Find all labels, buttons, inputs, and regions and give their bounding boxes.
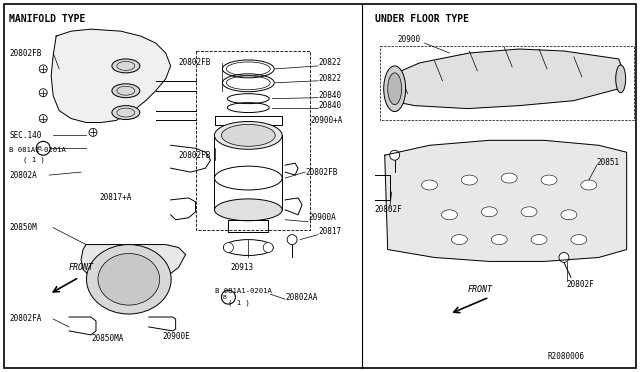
Text: ( 1 ): ( 1 ) <box>228 300 250 307</box>
Text: SEC.140: SEC.140 <box>10 131 42 140</box>
Text: FRONT: FRONT <box>467 285 492 294</box>
Ellipse shape <box>98 253 160 305</box>
Text: 20802FB: 20802FB <box>179 58 211 67</box>
Circle shape <box>39 65 47 73</box>
Polygon shape <box>388 49 623 109</box>
Ellipse shape <box>616 65 626 93</box>
Polygon shape <box>81 244 186 289</box>
Text: 20850M: 20850M <box>10 223 37 232</box>
Text: 20802A: 20802A <box>10 171 37 180</box>
Ellipse shape <box>221 125 275 146</box>
Ellipse shape <box>112 84 140 98</box>
Text: UNDER FLOOR TYPE: UNDER FLOOR TYPE <box>375 14 468 24</box>
Ellipse shape <box>461 175 477 185</box>
Text: ( 1 ): ( 1 ) <box>23 157 45 163</box>
Circle shape <box>39 89 47 97</box>
Circle shape <box>89 128 97 137</box>
Circle shape <box>263 243 273 253</box>
Ellipse shape <box>422 180 438 190</box>
Ellipse shape <box>531 235 547 244</box>
Text: 20802FB: 20802FB <box>179 151 211 160</box>
Ellipse shape <box>451 235 467 244</box>
Text: 20900+A: 20900+A <box>310 116 342 125</box>
Text: 20822: 20822 <box>318 74 341 83</box>
Text: 20822: 20822 <box>318 58 341 67</box>
Ellipse shape <box>384 66 406 112</box>
Text: 20802AA: 20802AA <box>285 293 317 302</box>
Text: 20900: 20900 <box>397 35 420 44</box>
Ellipse shape <box>112 106 140 119</box>
Ellipse shape <box>214 122 282 149</box>
Polygon shape <box>385 140 627 262</box>
Text: 20840: 20840 <box>318 101 341 110</box>
Circle shape <box>39 115 47 122</box>
Text: 20802FA: 20802FA <box>10 314 42 324</box>
Polygon shape <box>51 29 171 122</box>
Ellipse shape <box>492 235 507 244</box>
Ellipse shape <box>481 207 497 217</box>
Ellipse shape <box>214 199 282 221</box>
Ellipse shape <box>521 207 537 217</box>
Text: B 081A1-0201A: B 081A1-0201A <box>216 288 273 294</box>
Ellipse shape <box>501 173 517 183</box>
Text: 20802F: 20802F <box>375 205 403 214</box>
Text: 20900A: 20900A <box>308 213 336 222</box>
Circle shape <box>287 235 297 244</box>
Ellipse shape <box>112 59 140 73</box>
Text: 20851: 20851 <box>596 158 620 167</box>
Text: MANIFOLD TYPE: MANIFOLD TYPE <box>10 14 86 24</box>
Circle shape <box>559 253 569 262</box>
Text: 20913: 20913 <box>230 263 253 272</box>
Text: 20802F: 20802F <box>567 280 595 289</box>
Circle shape <box>390 150 399 160</box>
Ellipse shape <box>561 210 577 220</box>
Text: 20802FB: 20802FB <box>305 168 337 177</box>
Text: FRONT: FRONT <box>69 263 94 272</box>
Text: B: B <box>223 295 227 300</box>
Text: 20850MA: 20850MA <box>91 334 124 343</box>
Text: R2080006: R2080006 <box>547 352 584 361</box>
Ellipse shape <box>86 244 171 314</box>
Text: 20817: 20817 <box>318 227 341 236</box>
Circle shape <box>223 243 234 253</box>
Text: 20817+A: 20817+A <box>99 193 131 202</box>
Ellipse shape <box>581 180 596 190</box>
Ellipse shape <box>442 210 458 220</box>
Text: 20802FB: 20802FB <box>10 48 42 58</box>
Text: 20900E: 20900E <box>163 332 191 341</box>
Ellipse shape <box>388 73 402 105</box>
Text: B: B <box>37 146 41 151</box>
Ellipse shape <box>571 235 587 244</box>
Text: 20840: 20840 <box>318 91 341 100</box>
Text: B 081A1-0201A: B 081A1-0201A <box>10 147 66 153</box>
Ellipse shape <box>541 175 557 185</box>
